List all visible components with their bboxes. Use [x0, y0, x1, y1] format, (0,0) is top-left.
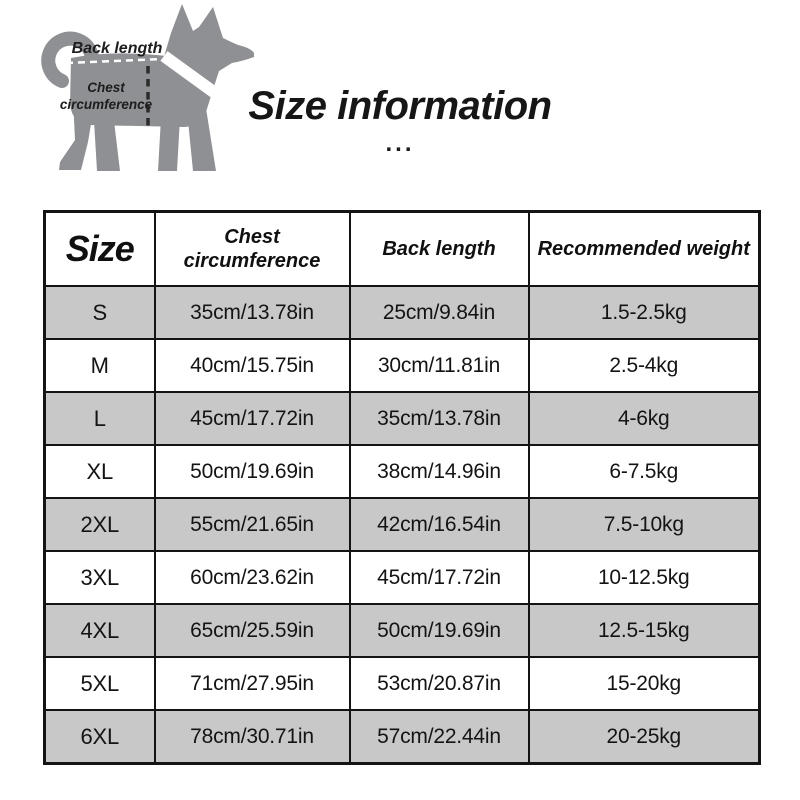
back-length-line	[65, 57, 163, 65]
table-row: 3XL 60cm/23.62in 45cm/17.72in 10-12.5kg	[43, 550, 761, 605]
table-row: 4XL 65cm/25.59in 50cm/19.69in 12.5-15kg	[43, 603, 761, 658]
chest-cell: 40cm/15.75in	[153, 338, 351, 393]
weight-cell: 15-20kg	[527, 656, 761, 711]
table-row: S 35cm/13.78in 25cm/9.84in 1.5-2.5kg	[43, 285, 761, 340]
size-cell: 6XL	[43, 709, 156, 765]
col-header-size: Size	[43, 210, 156, 287]
weight-cell: 4-6kg	[527, 391, 761, 446]
title-block: Size information ...	[220, 84, 580, 156]
size-cell: M	[43, 338, 156, 393]
weight-cell: 6-7.5kg	[527, 444, 761, 499]
title-dots: ...	[385, 130, 415, 157]
table-row: 5XL 71cm/27.95in 53cm/20.87in 15-20kg	[43, 656, 761, 711]
size-cell: L	[43, 391, 156, 446]
back-length-label: Back length	[72, 40, 163, 57]
chest-cell: 71cm/27.95in	[153, 656, 351, 711]
dog-body	[70, 53, 197, 127]
back-cell: 45cm/17.72in	[348, 550, 530, 605]
chest-label-line2: circumference	[60, 97, 153, 112]
page-title: Size information	[248, 84, 552, 128]
dog-measurement-diagram: Back length Chest circumference	[25, 0, 265, 200]
size-cell: XL	[43, 444, 156, 499]
dog-tail	[41, 31, 100, 88]
chest-cell: 35cm/13.78in	[153, 285, 351, 340]
table-row: XL 50cm/19.69in 38cm/14.96in 6-7.5kg	[43, 444, 761, 499]
chest-cell: 65cm/25.59in	[153, 603, 351, 658]
size-cell: 2XL	[43, 497, 156, 552]
col-header-back: Back length	[348, 210, 530, 287]
col-header-weight: Recommended weight	[527, 210, 761, 287]
size-table-header: Size Chest circumference Back length Rec…	[43, 210, 761, 287]
back-cell: 57cm/22.44in	[348, 709, 530, 765]
table-row: L 45cm/17.72in 35cm/13.78in 4-6kg	[43, 391, 761, 446]
back-cell: 38cm/14.96in	[348, 444, 530, 499]
chest-cell: 78cm/30.71in	[153, 709, 351, 765]
col-header-chest: Chest circumference	[153, 210, 351, 287]
chest-cell: 60cm/23.62in	[153, 550, 351, 605]
weight-cell: 10-12.5kg	[527, 550, 761, 605]
back-cell: 42cm/16.54in	[348, 497, 530, 552]
size-cell: 5XL	[43, 656, 156, 711]
header-row: Size Chest circumference Back length Rec…	[43, 210, 761, 287]
table-row: 6XL 78cm/30.71in 57cm/22.44in 20-25kg	[43, 709, 761, 765]
weight-cell: 2.5-4kg	[527, 338, 761, 393]
chest-label-line1: Chest	[87, 80, 125, 95]
weight-cell: 1.5-2.5kg	[527, 285, 761, 340]
weight-cell: 12.5-15kg	[527, 603, 761, 658]
weight-cell: 20-25kg	[527, 709, 761, 765]
chest-cell: 55cm/21.65in	[153, 497, 351, 552]
collar-band	[160, 51, 219, 98]
back-cell: 53cm/20.87in	[348, 656, 530, 711]
size-table: Size Chest circumference Back length Rec…	[43, 210, 761, 765]
dog-head	[163, 4, 254, 112]
back-cell: 35cm/13.78in	[348, 391, 530, 446]
back-cell: 30cm/11.81in	[348, 338, 530, 393]
back-cell: 50cm/19.69in	[348, 603, 530, 658]
weight-cell: 7.5-10kg	[527, 497, 761, 552]
size-cell: S	[43, 285, 156, 340]
dog-silhouette-icon: Back length Chest circumference	[41, 4, 254, 171]
size-cell: 3XL	[43, 550, 156, 605]
size-cell: 4XL	[43, 603, 156, 658]
chest-cell: 45cm/17.72in	[153, 391, 351, 446]
chest-cell: 50cm/19.69in	[153, 444, 351, 499]
back-cell: 25cm/9.84in	[348, 285, 530, 340]
table-row: 2XL 55cm/21.65in 42cm/16.54in 7.5-10kg	[43, 497, 761, 552]
table-row: M 40cm/15.75in 30cm/11.81in 2.5-4kg	[43, 338, 761, 393]
